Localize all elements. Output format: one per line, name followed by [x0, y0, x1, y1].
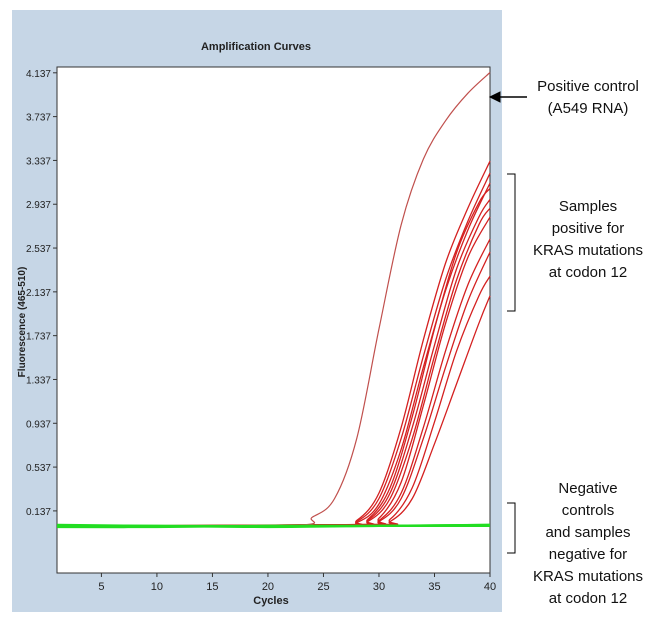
x-tick-label: 20	[262, 581, 274, 593]
x-tick-label: 40	[484, 581, 496, 593]
y-tick-label: 3.737	[26, 113, 51, 124]
curves	[56, 72, 491, 529]
x-tick-label: 5	[98, 581, 104, 593]
x-tick-label: 25	[317, 581, 329, 593]
y-tick-label: 2.537	[26, 244, 51, 255]
y-tick-label: 2.137	[26, 288, 51, 299]
positive-control-annotation: Positive control (A549 RNA)	[537, 78, 639, 117]
y-axis-label: Fluorescence (465-510)	[17, 267, 28, 378]
chart-title: Amplification Curves	[201, 41, 311, 53]
annotation-marks	[488, 91, 527, 554]
y-tick-label: 0.537	[26, 463, 51, 474]
x-axis-label: Cycles	[253, 595, 288, 607]
x-tick-label: 35	[428, 581, 440, 593]
samples-bracket	[507, 173, 516, 312]
samples-positive-annotation: Samples positive for KRAS mutations at c…	[532, 198, 644, 281]
negative-annotation: Negative controls and samples negative f…	[532, 480, 644, 607]
y-tick-label: 0.937	[26, 419, 51, 430]
y-tick-label: 0.137	[26, 507, 51, 518]
y-tick-label: 3.337	[26, 156, 51, 167]
positive-arrowhead	[488, 91, 501, 103]
x-tick-label: 10	[151, 581, 163, 593]
x-tick-label: 30	[373, 581, 385, 593]
y-tick-label: 4.137	[26, 69, 51, 80]
axis-ticks: 5 10 15 20 25 30 35 40 0.137 0.537 0.937 1.337 1.737…	[26, 69, 496, 593]
negative-bracket	[507, 502, 516, 554]
plot-area	[56, 66, 491, 574]
y-tick-label: 1.337	[26, 375, 51, 386]
y-tick-label: 1.737	[26, 332, 51, 343]
x-tick-label: 15	[206, 581, 218, 593]
y-tick-label: 2.937	[26, 200, 51, 211]
negative-curve	[56, 523, 491, 529]
